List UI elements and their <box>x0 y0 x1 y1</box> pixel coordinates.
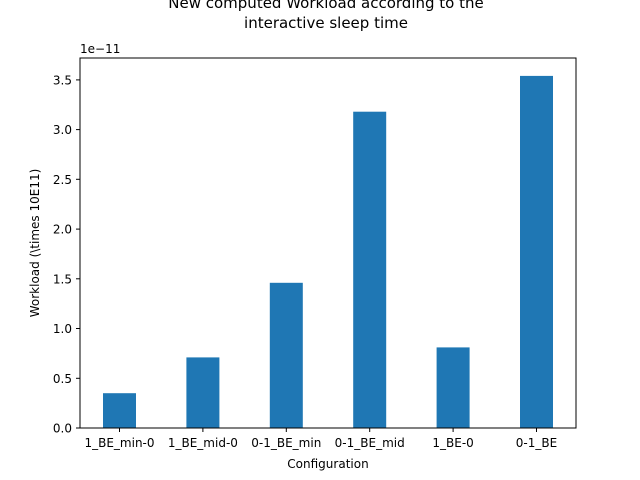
x-ticks-group: 1_BE_min-0 1_BE_mid-0 0-1_BE_min 0-1_BE_mid… <box>84 428 557 450</box>
chart-title-line-1: New computed Workload according to the <box>168 0 483 12</box>
chart-title-line-2: interactive sleep time <box>244 14 408 32</box>
y-axis-label: Workload (\times 10E11) <box>28 169 42 318</box>
x-tick-label: 0-1_BE_min <box>251 436 321 450</box>
bar <box>520 75 553 429</box>
y-tick-label: 0.5 <box>53 372 72 386</box>
bar <box>269 282 303 428</box>
y-axis-offset-text: 1e−11 <box>80 42 120 56</box>
y-tick-label: 2.0 <box>53 223 72 237</box>
x-tick-label: 1_BE_min-0 <box>84 436 154 450</box>
bar <box>353 111 387 428</box>
bars-group <box>103 75 553 429</box>
x-tick-label: 1_BE-0 <box>432 436 473 450</box>
bar <box>436 347 470 428</box>
y-tick-label: 1.5 <box>53 272 72 286</box>
bar <box>103 393 136 428</box>
x-tick-label: 0-1_BE_mid <box>335 436 405 450</box>
y-ticks-group: 0.0 0.5 1.0 1.5 2.0 2.5 3.0 3.5 <box>53 73 80 436</box>
y-tick-label: 2.5 <box>53 173 72 187</box>
bar <box>186 357 220 428</box>
y-tick-label: 1.0 <box>53 322 72 336</box>
x-tick-label: 0-1_BE <box>516 436 557 450</box>
y-tick-label: 3.5 <box>53 73 72 87</box>
y-tick-label: 0.0 <box>53 422 72 436</box>
x-tick-label: 1_BE_mid-0 <box>168 436 238 450</box>
y-tick-label: 3.0 <box>53 123 72 137</box>
plot-area-frame <box>79 57 577 429</box>
x-axis-label: Configuration <box>287 457 368 471</box>
